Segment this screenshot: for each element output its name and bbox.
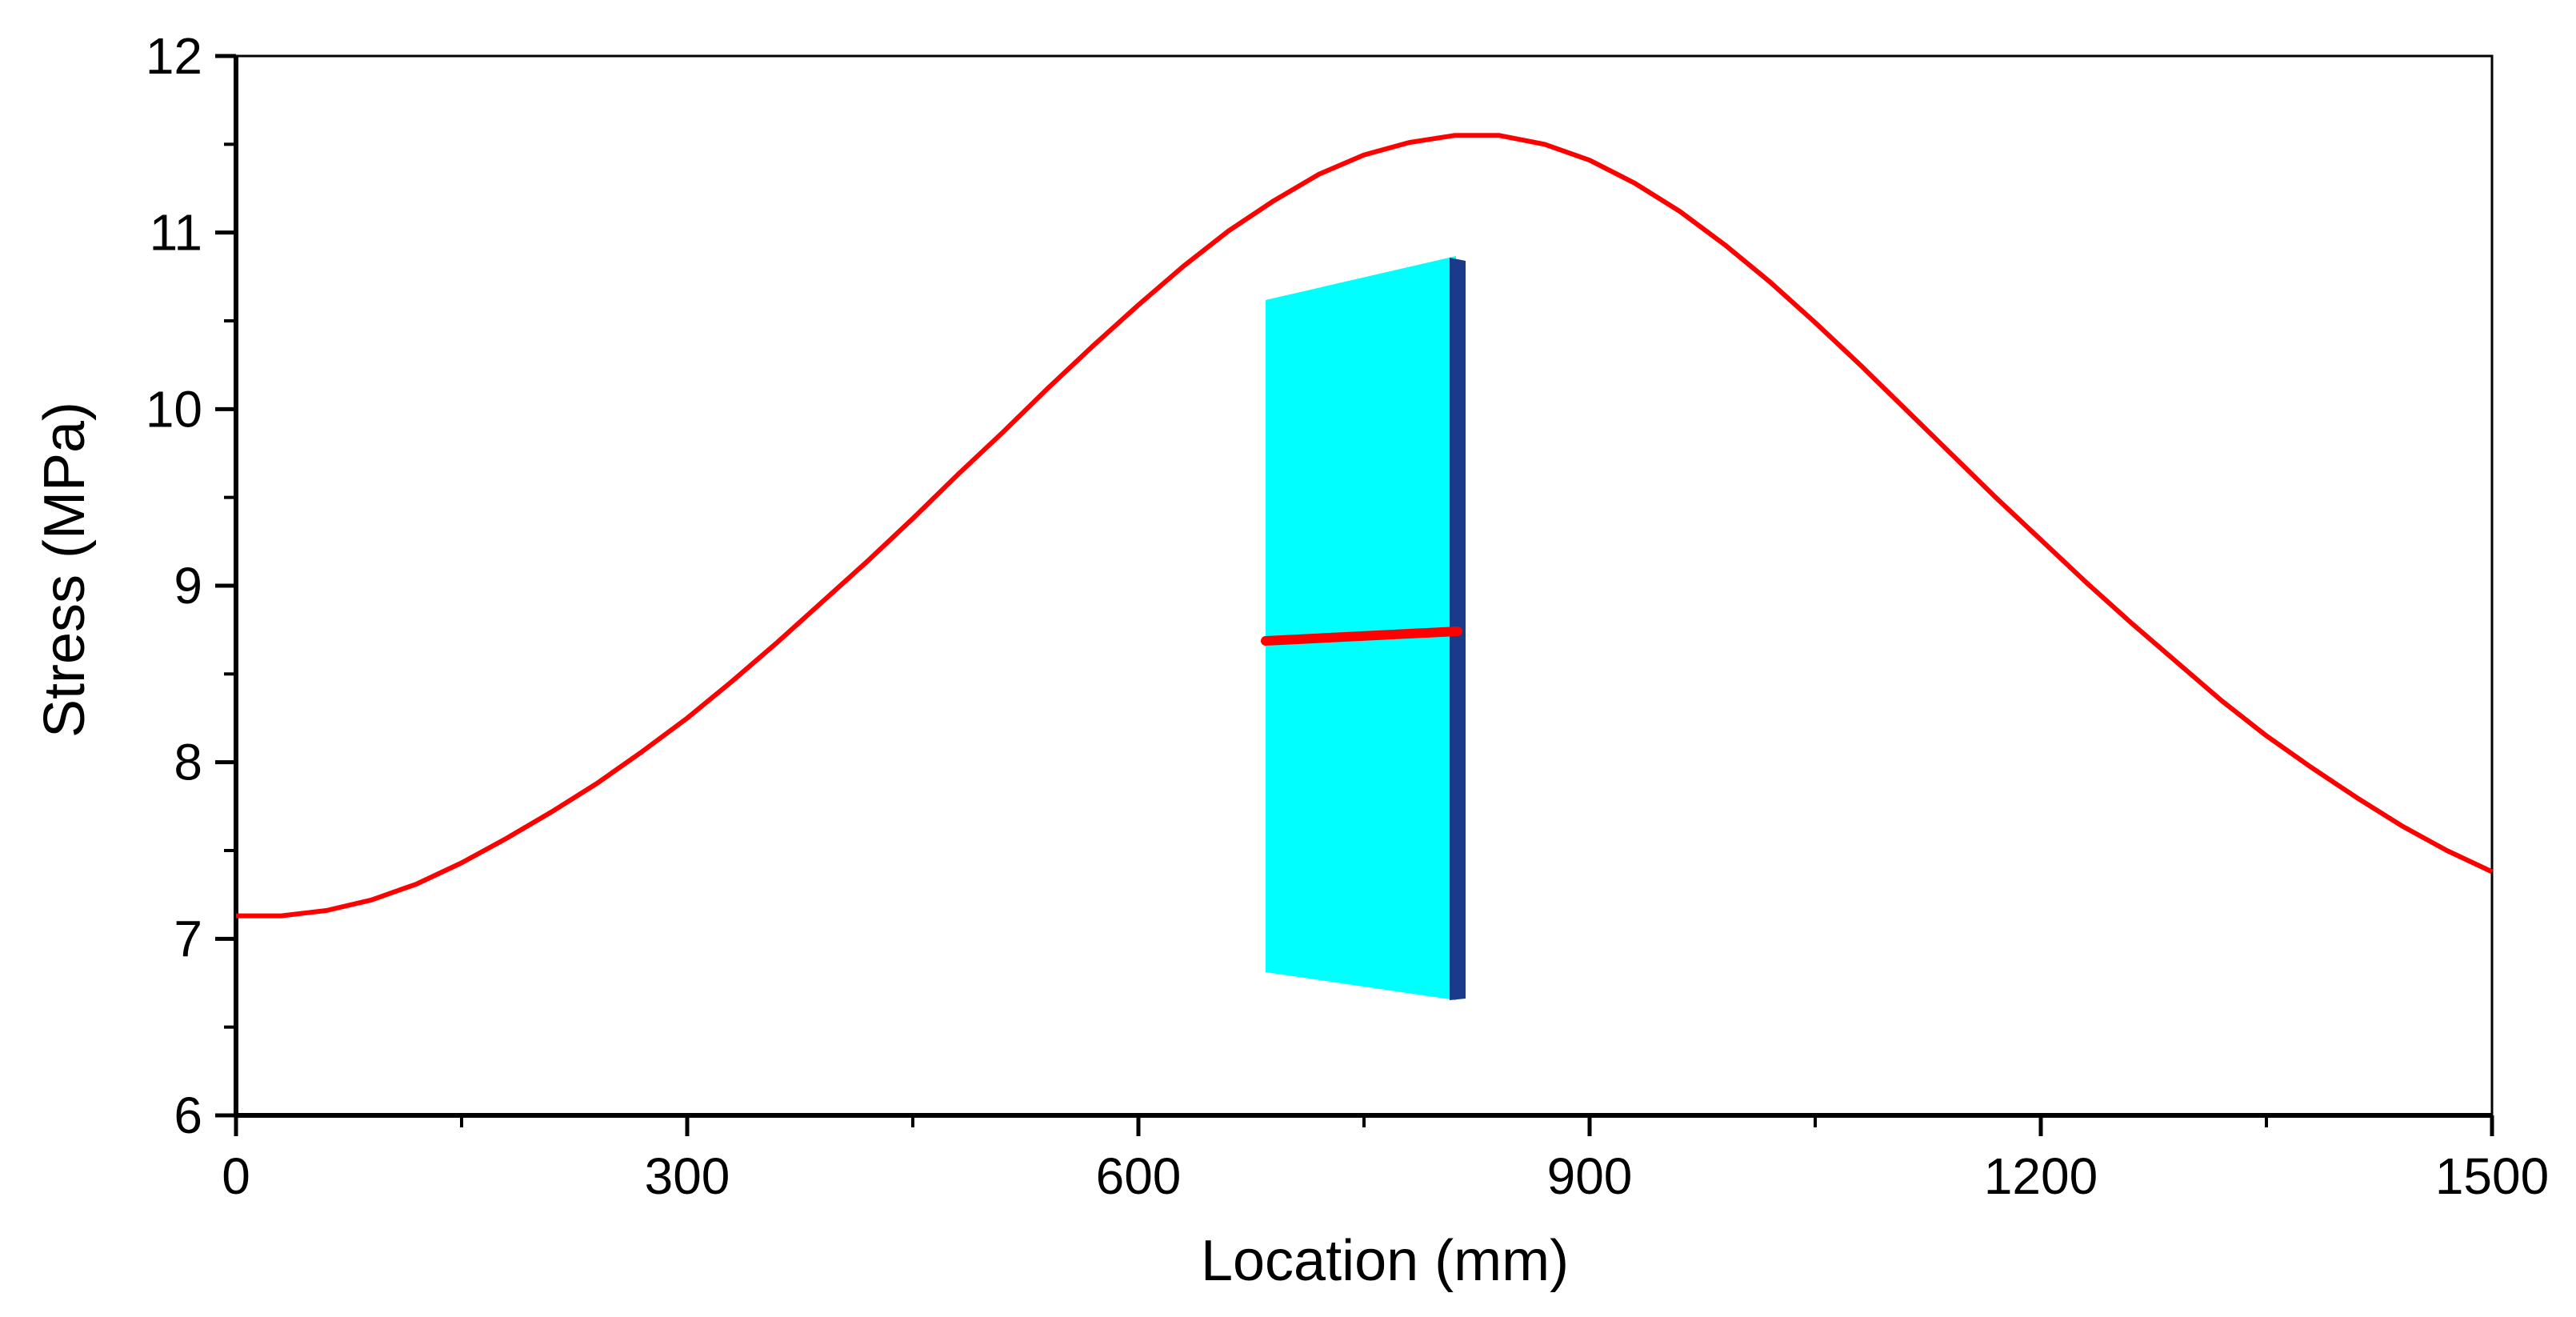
x-tick-label: 1500 <box>2435 1147 2549 1205</box>
y-tick-label: 9 <box>174 557 202 614</box>
inset-panel-face <box>1266 256 1456 1000</box>
y-tick-label: 11 <box>150 204 202 262</box>
y-ticks: 6 7 8 9 10 11 12 <box>146 27 236 1144</box>
y-tick-label: 8 <box>174 734 202 791</box>
y-axis-title: Stress (MPa) <box>33 402 97 738</box>
x-tick-label: 300 <box>645 1147 730 1205</box>
inset-measurement-line <box>1261 626 1462 646</box>
y-tick-label: 7 <box>174 910 202 967</box>
y-tick-label: 10 <box>146 380 202 438</box>
x-tick-label: 600 <box>1096 1147 1182 1205</box>
y-tick-label: 12 <box>146 27 202 85</box>
x-tick-label: 900 <box>1547 1147 1633 1205</box>
y-tick-label: 6 <box>174 1087 202 1144</box>
x-tick-label: 1200 <box>1984 1147 2098 1205</box>
x-ticks: 0 300 600 900 1200 1500 <box>222 1115 2549 1205</box>
x-axis-title: Location (mm) <box>1201 1229 1569 1293</box>
inset-3d-panel <box>1261 256 1466 1000</box>
x-tick-label: 0 <box>222 1147 250 1205</box>
series-line <box>236 133 2494 919</box>
